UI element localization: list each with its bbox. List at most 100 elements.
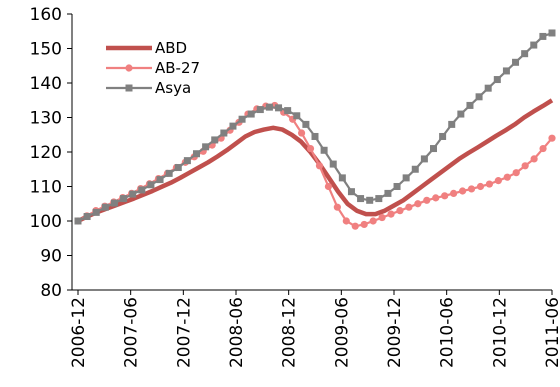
legend-item: ABD: [106, 39, 187, 57]
data-point: [423, 196, 431, 204]
data-point: [494, 177, 502, 185]
data-point: [83, 213, 91, 221]
y-tick-label: 130: [30, 109, 62, 129]
data-point: [165, 169, 173, 177]
chart-legend: ABD AB-27 Asya: [106, 39, 200, 97]
y-tick-label: 160: [30, 5, 62, 25]
data-point: [315, 162, 324, 170]
data-point: [92, 208, 100, 216]
data-point: [402, 174, 410, 182]
data-point: [485, 180, 493, 188]
legend-label: Asya: [155, 79, 191, 97]
x-tick-label: 2009-12: [385, 297, 405, 368]
data-point: [320, 146, 328, 154]
data-point: [256, 106, 264, 114]
data-point: [393, 183, 401, 190]
data-point: [432, 194, 440, 202]
x-tick-label: 2007-12: [174, 297, 194, 368]
data-point: [405, 203, 413, 211]
data-point: [439, 132, 447, 140]
x-tick-label: 2011-06: [543, 297, 560, 368]
y-tick-label: 140: [30, 74, 62, 94]
data-point: [475, 93, 483, 101]
data-point: [411, 165, 419, 173]
data-point: [366, 196, 374, 204]
legend-label: ABD: [155, 39, 187, 57]
data-point: [484, 84, 492, 92]
data-point: [387, 210, 395, 218]
data-point: [521, 50, 529, 58]
data-point: [548, 134, 556, 142]
x-axis-ticks: 2006-12 2007-06 2007-12 2008-06 2008-12 2009-…: [69, 290, 560, 368]
data-point: [306, 144, 315, 153]
y-tick-label: 110: [30, 178, 62, 198]
y-tick-label: 80: [40, 281, 62, 301]
x-tick-label: 2008-12: [280, 297, 300, 368]
data-point: [548, 29, 556, 37]
data-point: [493, 76, 501, 84]
x-tick-label: 2009-06: [332, 297, 352, 368]
data-point: [238, 115, 246, 123]
data-point: [375, 195, 383, 203]
legend-marker: [125, 84, 133, 92]
x-tick-label: 2010-12: [490, 297, 510, 368]
data-point: [378, 213, 386, 222]
legend-label: AB-27: [155, 59, 200, 77]
data-point: [539, 144, 547, 153]
data-point: [347, 188, 355, 196]
series-asya: [74, 29, 556, 225]
data-point: [183, 157, 191, 165]
data-point: [357, 195, 365, 203]
data-point: [530, 155, 538, 163]
data-point: [156, 176, 164, 184]
y-tick-label: 90: [40, 247, 62, 267]
data-point: [220, 129, 228, 137]
series-line: [77, 104, 553, 228]
data-point: [265, 103, 273, 111]
data-point: [338, 174, 346, 182]
y-axis-ticks: 80 90 100 110 120 130 140 150 160: [30, 5, 72, 301]
x-tick-label: 2010-06: [438, 297, 458, 368]
data-point: [450, 189, 458, 197]
data-point: [457, 110, 465, 118]
data-point: [211, 136, 219, 144]
data-point: [275, 104, 283, 112]
data-point: [360, 220, 368, 229]
data-point: [530, 41, 538, 49]
x-tick-label: 2007-06: [122, 297, 142, 368]
legend-item: AB-27: [106, 59, 200, 77]
data-point: [420, 155, 428, 163]
data-point: [441, 192, 449, 200]
data-point: [129, 190, 137, 198]
data-point: [101, 203, 109, 211]
data-point: [324, 182, 333, 191]
data-point: [539, 32, 547, 40]
data-point: [396, 207, 404, 215]
legend-item: Asya: [106, 79, 191, 97]
x-tick-label: 2008-06: [227, 297, 247, 368]
data-point: [311, 132, 319, 140]
data-point: [138, 186, 146, 194]
data-point: [448, 120, 456, 128]
data-point: [74, 217, 82, 225]
data-point: [120, 195, 128, 203]
data-point: [512, 58, 520, 66]
data-point: [476, 182, 485, 191]
data-point: [466, 101, 474, 109]
data-point: [503, 173, 511, 181]
data-point: [110, 199, 118, 207]
data-point: [297, 129, 306, 137]
data-point: [512, 169, 520, 177]
data-point: [147, 181, 155, 189]
y-tick-label: 120: [30, 143, 62, 163]
x-tick-label: 2006-12: [69, 297, 89, 368]
series-line: [77, 98, 554, 224]
data-point: [369, 217, 377, 225]
data-point: [229, 122, 237, 130]
data-point: [430, 145, 437, 153]
data-point: [333, 203, 341, 211]
legend-marker: [125, 64, 133, 72]
data-point: [351, 222, 359, 230]
y-tick-label: 150: [30, 40, 62, 60]
